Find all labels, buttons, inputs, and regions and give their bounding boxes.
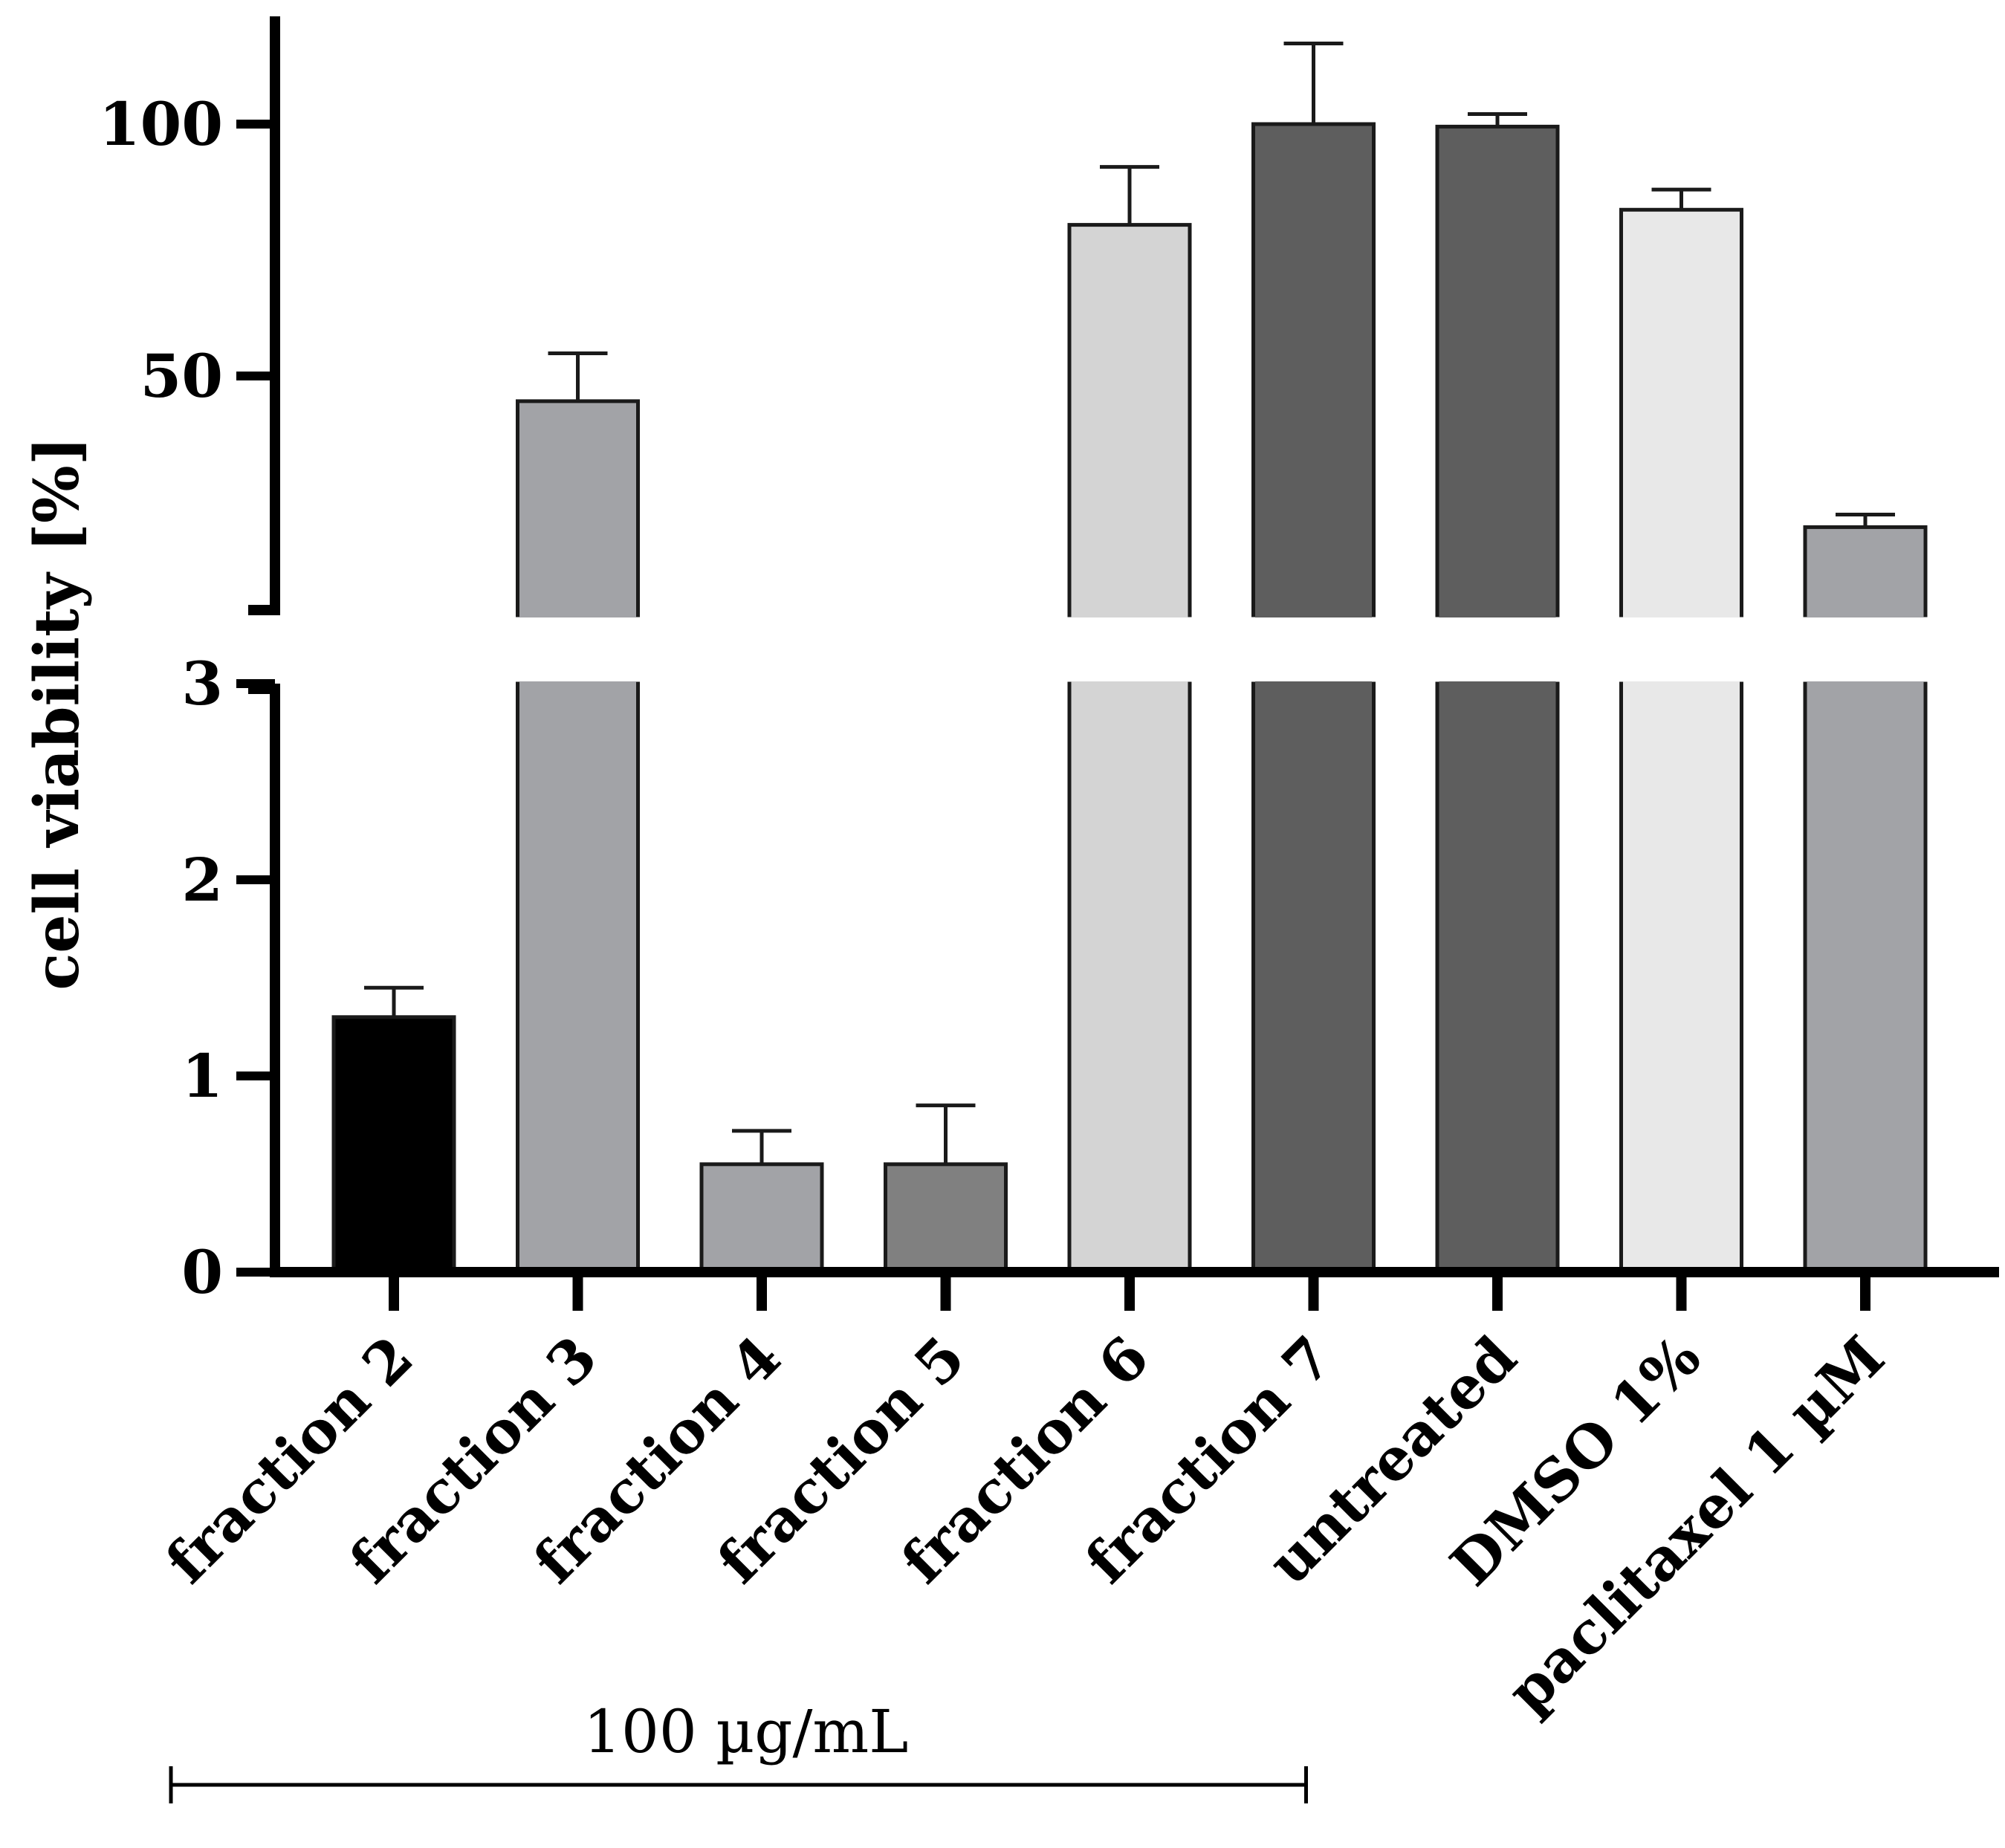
bar-break-mask-upper: [1071, 612, 1188, 617]
error-bars-group: [364, 42, 1895, 1164]
bar-break-mask-lower: [1623, 681, 1740, 687]
bars-group: [331, 122, 1928, 1274]
bar-break-mask-lower: [519, 681, 636, 687]
bar-lower-dmso-1-: [1619, 681, 1743, 1274]
bar-break-mask-upper: [1623, 612, 1740, 617]
bar-fraction-2: [331, 1015, 456, 1274]
bar-break-mask-upper: [519, 612, 636, 617]
bar-upper-dmso-1-: [1619, 207, 1743, 617]
annotation-label: 100 µg/mL: [583, 1697, 908, 1766]
bar-upper-untreated: [1435, 124, 1560, 617]
y-tick-label: 100: [99, 89, 223, 159]
y-axis-label: cell viability [%]: [22, 436, 93, 990]
bar-break-mask-upper: [1807, 612, 1924, 617]
bar-fraction-5: [884, 1162, 1008, 1274]
y-tick-label: 2: [181, 845, 223, 915]
bar-upper-fraction-6: [1067, 223, 1192, 617]
bar-lower-fraction-6: [1067, 681, 1192, 1274]
bar-upper-paclitaxel-1-m: [1803, 525, 1928, 617]
bar-break-mask-upper: [1255, 612, 1372, 617]
y-tick-label: 3: [181, 649, 223, 719]
bar-lower-fraction-7: [1251, 681, 1376, 1274]
bar-fraction-4: [699, 1162, 824, 1274]
concentration-annotation: 100 µg/mL: [169, 1697, 1308, 1803]
bar-upper-fraction-3: [516, 399, 640, 617]
bar-lower-paclitaxel-1-m: [1803, 681, 1928, 1274]
bar-break-mask-lower: [1439, 681, 1556, 687]
bar-upper-fraction-7: [1251, 122, 1376, 617]
y-tick-label: 50: [140, 341, 223, 411]
bar-break-mask-upper: [1439, 612, 1556, 617]
y-tick-label: 1: [181, 1041, 223, 1111]
bar-break-mask-lower: [1071, 681, 1188, 687]
axes-group: [236, 16, 1999, 1311]
bar-lower-untreated: [1435, 681, 1560, 1274]
y-tick-label: 0: [181, 1237, 223, 1307]
y-tick-labels: 0 1 2 3 50 100: [99, 89, 223, 1307]
bar-break-mask-lower: [1807, 681, 1924, 687]
bar-break-mask-lower: [1255, 681, 1372, 687]
bar-lower-fraction-3: [516, 681, 640, 1274]
